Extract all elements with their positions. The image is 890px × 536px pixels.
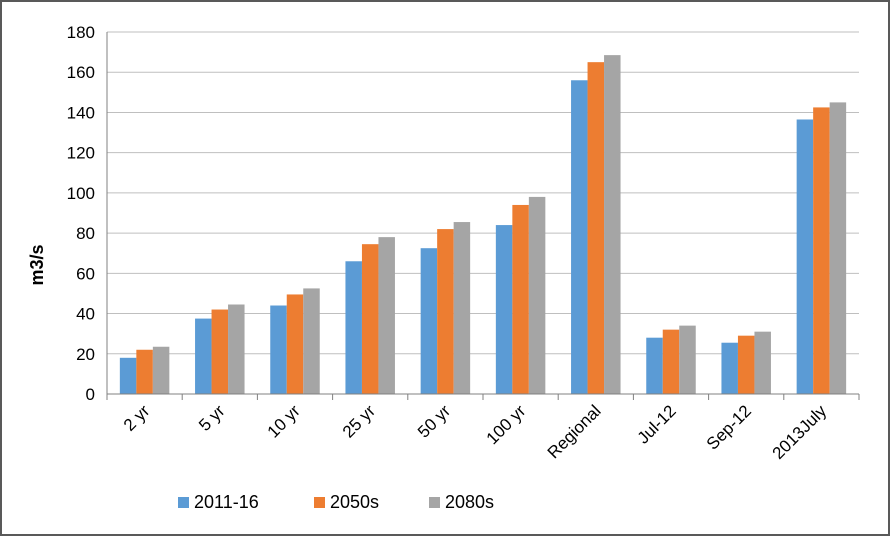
- bar-2011-16-2013July: [796, 119, 814, 394]
- bar-2011-16-5-yr: [195, 318, 212, 394]
- x-tick-label: Regional: [544, 401, 605, 462]
- gridlines: [107, 31, 859, 355]
- y-tick-label: 0: [86, 385, 95, 404]
- legend-label: 2080s: [445, 492, 494, 512]
- bar-2080s-Regional: [604, 55, 621, 394]
- bar-2080s-5-yr: [228, 304, 245, 394]
- bar-2050s-2013July: [813, 107, 830, 395]
- bar-2080s-100-yr: [528, 196, 546, 394]
- legend: 2011-16 2050s 2080s: [178, 492, 494, 512]
- x-tick-label: 5 yr: [195, 401, 229, 435]
- x-tick-label: 50 yr: [414, 401, 454, 441]
- y-tick-label: 40: [76, 305, 95, 324]
- bar-2080s-Sep-12: [754, 331, 771, 394]
- bar-2050s-Regional: [587, 62, 605, 395]
- legend-swatch-2011-16: [178, 497, 189, 508]
- y-tick-label: 60: [76, 264, 95, 283]
- bar-2050s-Jul-12: [662, 329, 680, 394]
- bar-2080s-2013July: [829, 102, 847, 394]
- bar-2050s-25-yr: [361, 244, 379, 394]
- bar-2011-16-50-yr: [420, 248, 438, 394]
- bar-2080s-Jul-12: [679, 325, 696, 394]
- x-tick-label: 100 yr: [483, 401, 530, 448]
- bar-2080s-50-yr: [453, 222, 471, 394]
- legend-swatch-2080s: [429, 497, 440, 508]
- bar-2080s-10-yr: [303, 288, 320, 394]
- x-tick-label: Jul-12: [634, 401, 680, 447]
- bar-2050s-5-yr: [211, 309, 229, 394]
- legend-label: 2011-16: [194, 492, 259, 512]
- x-tick-label: 10 yr: [264, 401, 304, 441]
- bar-2011-16-100-yr: [495, 225, 513, 394]
- y-tick-label: 100: [67, 184, 95, 203]
- bar-2050s-2-yr: [136, 349, 153, 394]
- y-tick-label: 180: [67, 23, 95, 42]
- x-tick-label: Sep-12: [703, 401, 755, 453]
- bar-2080s-2-yr: [152, 346, 170, 394]
- x-tick-label: 2013July: [769, 401, 831, 463]
- bar-2080s-25-yr: [378, 237, 395, 394]
- bar-2011-16-Regional: [571, 80, 588, 395]
- y-tick-label: 80: [76, 224, 95, 243]
- bar-2011-16-2-yr: [119, 357, 137, 394]
- bar-2050s-10-yr: [286, 294, 304, 394]
- x-tick-label: 25 yr: [339, 401, 379, 441]
- bar-2011-16-10-yr: [270, 305, 287, 394]
- bar-2011-16-Sep-12: [721, 342, 738, 394]
- legend-label: 2050s: [330, 492, 379, 512]
- x-tick-labels: 2 yr 5 yr 10 yr 25 yr 50 yr 100 yr Regional Jul…: [120, 401, 831, 463]
- bar-2011-16-Jul-12: [646, 337, 663, 394]
- y-axis-label: m3/s: [27, 244, 47, 285]
- bar-2050s-100-yr: [512, 204, 529, 394]
- bar-2050s-50-yr: [437, 229, 454, 394]
- y-tick-labels: 0 20 40 60 80 100 120 140 160 180: [67, 23, 95, 404]
- y-tick-label: 140: [67, 103, 95, 122]
- x-tick-label: 2 yr: [120, 401, 154, 435]
- axes: [106, 32, 860, 400]
- bars: [119, 55, 847, 395]
- bar-2050s-Sep-12: [737, 335, 755, 394]
- bar-2011-16-25-yr: [345, 261, 362, 394]
- y-tick-label: 160: [67, 63, 95, 82]
- y-tick-label: 20: [76, 345, 95, 364]
- legend-swatch-2050s: [314, 497, 325, 508]
- y-tick-label: 120: [67, 144, 95, 163]
